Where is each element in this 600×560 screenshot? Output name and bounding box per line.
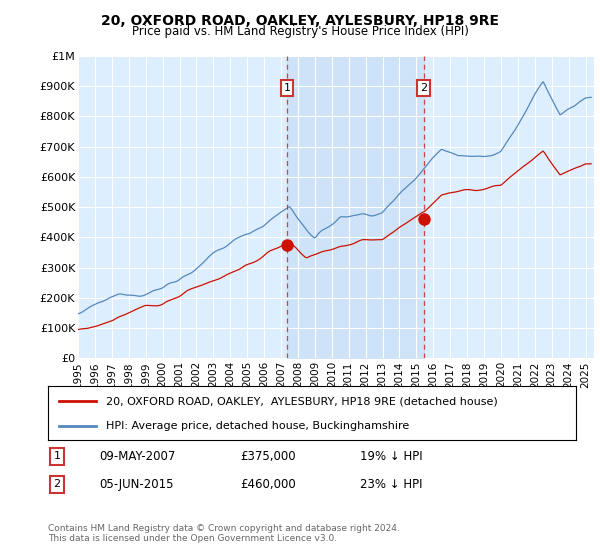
Text: £375,000: £375,000 [240, 450, 296, 463]
Text: 1: 1 [284, 83, 290, 93]
Text: 09-MAY-2007: 09-MAY-2007 [99, 450, 175, 463]
Text: £460,000: £460,000 [240, 478, 296, 491]
Text: 1: 1 [53, 451, 61, 461]
Text: 2: 2 [420, 83, 427, 93]
Text: Price paid vs. HM Land Registry's House Price Index (HPI): Price paid vs. HM Land Registry's House … [131, 25, 469, 38]
Text: 20, OXFORD ROAD, OAKLEY, AYLESBURY, HP18 9RE: 20, OXFORD ROAD, OAKLEY, AYLESBURY, HP18… [101, 14, 499, 28]
Text: HPI: Average price, detached house, Buckinghamshire: HPI: Average price, detached house, Buck… [106, 421, 409, 431]
Text: 23% ↓ HPI: 23% ↓ HPI [360, 478, 422, 491]
Text: 19% ↓ HPI: 19% ↓ HPI [360, 450, 422, 463]
Text: 05-JUN-2015: 05-JUN-2015 [99, 478, 173, 491]
Text: Contains HM Land Registry data © Crown copyright and database right 2024.
This d: Contains HM Land Registry data © Crown c… [48, 524, 400, 543]
Text: 2: 2 [53, 479, 61, 489]
Text: 20, OXFORD ROAD, OAKLEY,  AYLESBURY, HP18 9RE (detached house): 20, OXFORD ROAD, OAKLEY, AYLESBURY, HP18… [106, 396, 498, 407]
